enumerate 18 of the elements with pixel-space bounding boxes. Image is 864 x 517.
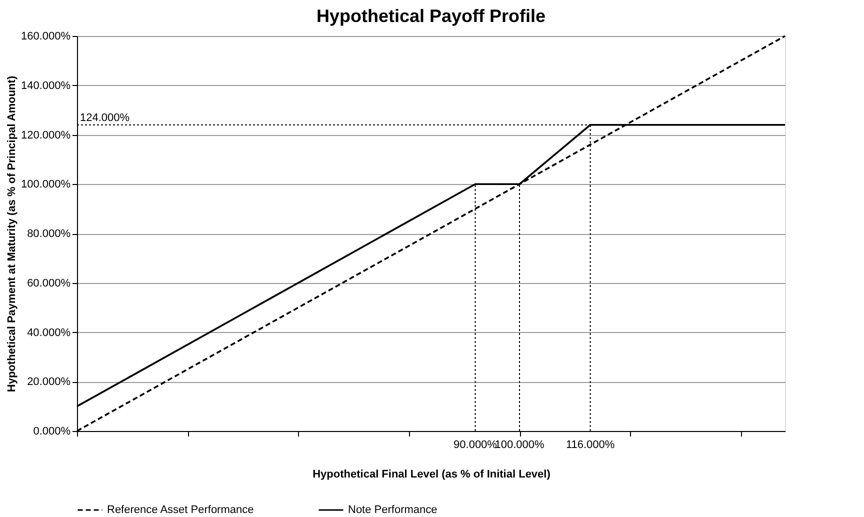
y-axis-title: Hypothetical Payment at Maturity (as % of Principal Amount)	[6, 76, 18, 392]
chart-title: Hypothetical Payoff Profile	[316, 6, 546, 26]
ref-line-label: 116.000%	[566, 439, 615, 451]
y-tick-label: 20.000%	[27, 376, 71, 388]
x-axis-title: Hypothetical Final Level (as % of Initial Level)	[312, 468, 551, 480]
y-tick-label: 80.000%	[27, 228, 71, 240]
y-tick-label: 120.000%	[20, 129, 71, 142]
y-tick-label: 100.000%	[20, 178, 71, 191]
y-tick-label: 140.000%	[20, 80, 71, 92]
ref-line-label: 90.000%	[454, 439, 498, 451]
y-tick-label: 160.000%	[20, 30, 71, 42]
ref-line-label: 124.000%	[80, 112, 130, 124]
y-tick-label: 60.000%	[27, 277, 71, 290]
y-tick-label: 40.000%	[27, 326, 71, 339]
legend-label: Reference Asset Performance	[107, 504, 254, 516]
ref-line-label: 100.000%	[494, 439, 544, 451]
legend-label: Note Performance	[348, 504, 438, 516]
y-tick-label: 0.000%	[33, 426, 71, 438]
